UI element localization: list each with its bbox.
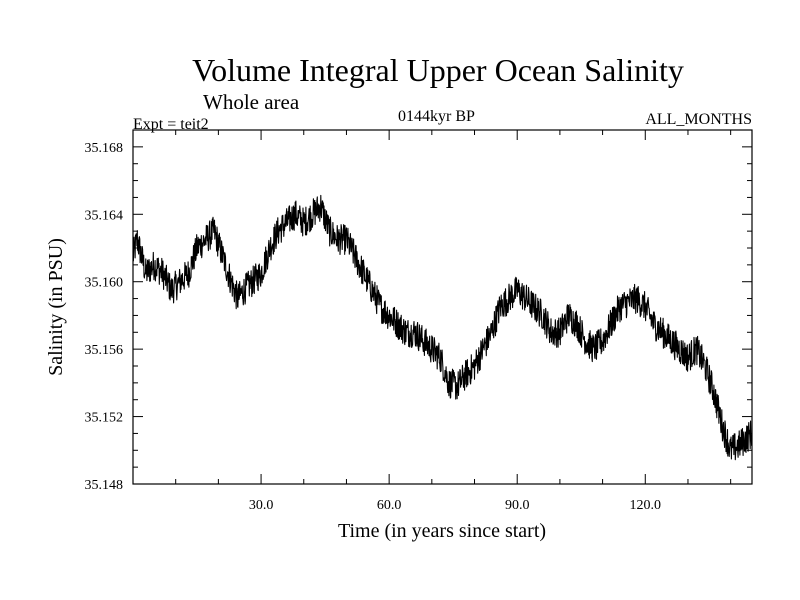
y-axis-label: Salinity (in PSU) [45,238,67,376]
months-label: ALL_MONTHS [645,111,752,128]
series-group [132,194,753,461]
chart-title: Volume Integral Upper Ocean Salinity [192,52,684,88]
x-axis-label: Time (in years since start) [338,520,546,542]
y-tick-label: 35.152 [85,411,124,426]
salinity-series-line [132,194,753,461]
period-label: 0144kyr BP [398,108,475,125]
x-tick-label: 120.0 [630,498,662,513]
axis-tick-labels: 35.148 35.152 35.156 35.160 35.164 35.168 30.0… [85,141,662,513]
axis-ticks [133,129,752,485]
chart-subtitle: Whole area [203,90,300,114]
experiment-label: Expt = teit2 [133,116,209,133]
y-tick-label: 35.156 [85,343,124,358]
y-tick-label: 35.168 [85,141,124,156]
x-tick-label: 90.0 [505,498,530,513]
x-tick-label: 60.0 [377,498,402,513]
x-tick-label: 30.0 [249,498,274,513]
y-tick-label: 35.164 [85,208,124,223]
plot-frame [132,129,753,485]
y-tick-label: 35.160 [85,276,124,291]
y-tick-label: 35.148 [85,478,124,493]
